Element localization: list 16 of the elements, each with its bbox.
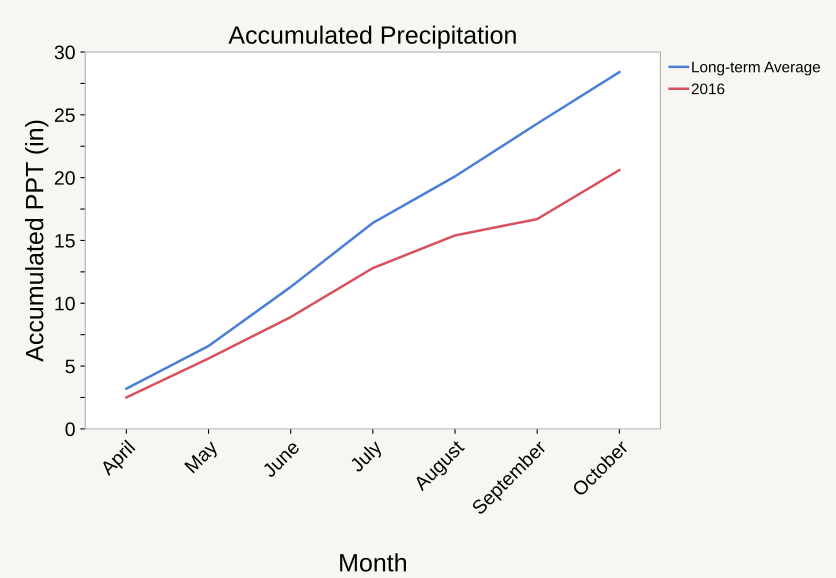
y-tick-label: 10 [55,296,75,310]
legend-label: Long-term Average [692,62,820,76]
chart-title: Accumulated Precipitation [228,26,516,49]
y-tick-label: 25 [54,108,75,122]
x-axis-title: Month [340,553,406,572]
x-tick-label: May [184,439,222,476]
line-series [125,70,621,390]
y-tick-label: 15 [55,234,75,248]
y-tick-label: 20 [54,171,75,185]
y-tick-label: 5 [66,360,75,374]
y-axis-title: Accumulated PPT (in) [25,120,48,362]
line-series [125,168,621,399]
x-tick-label: July [348,438,386,476]
y-tick-label: 0 [65,422,75,436]
legend-label: 2016 [692,83,724,94]
y-tick-label: 30 [54,45,75,60]
